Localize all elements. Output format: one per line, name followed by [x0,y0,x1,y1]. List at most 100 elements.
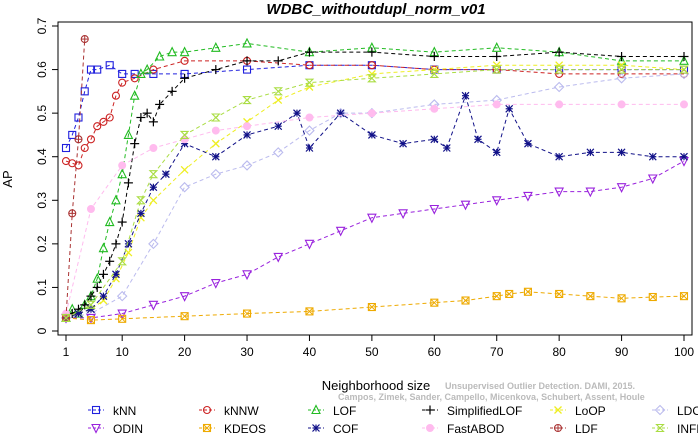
legend-marker [91,405,101,415]
point-inflo [61,313,71,322]
point-cof [124,239,133,248]
point-simplifiedlof [273,56,283,66]
legend-label: SimplifiedLOF [447,404,522,418]
legend-marker [655,423,665,433]
point-knnw [367,61,376,70]
point-inflo [679,65,689,74]
point-kdeos [180,312,189,321]
point-cof [492,148,501,157]
point-kdeos [430,298,439,307]
plot-frame [57,21,693,336]
point-lof [491,42,502,52]
legend-label: INFLO [677,422,698,434]
y-tick-label: 0.3 [35,192,49,209]
point-inflo [136,196,146,205]
point-lof [98,242,109,253]
x-tick-label: 60 [428,345,442,359]
point-cof [274,122,283,131]
series-kdeos [61,287,689,325]
point-knn [242,65,252,74]
legend-label: LDF [575,422,598,434]
point-odin [616,183,627,193]
legend-label: COF [333,422,358,434]
series-layer [60,35,690,325]
point-inflo [210,113,221,122]
point-knnw [130,74,139,83]
point-fastabod [555,100,564,109]
legend-marker [311,404,321,415]
point-cof [211,152,220,161]
point-simplifiedlof [242,56,252,66]
point-simplifiedlof [211,65,221,75]
x-tick-label: 70 [490,345,504,359]
point-fastabod [680,100,688,109]
legend-label: LDOF [677,404,698,418]
point-cof [617,148,626,157]
point-odin [179,292,190,302]
point-knnw [118,78,127,87]
point-cof [399,139,408,148]
point-simplifiedlof [554,47,564,57]
point-knnw [99,117,108,126]
point-odin [554,187,565,198]
point-ldof [335,107,346,119]
point-lof [679,55,689,65]
legend-item-fastabod: FastABOD [422,422,505,434]
series-cof [62,91,688,322]
series-line-ldf [65,39,86,318]
point-lof [117,168,128,179]
point-cof [243,131,251,139]
point-kdeos [242,309,252,318]
point-lof [242,37,252,48]
point-lof [92,272,103,283]
series-line-odin [66,160,685,319]
point-cof [305,144,314,152]
point-cof [149,183,158,192]
point-simplifiedlof [167,86,177,96]
point-odin [242,270,252,281]
point-cof [367,131,376,139]
point-odin [117,309,128,320]
point-inflo [554,65,564,74]
legend-item-loop: LoOP [550,404,606,418]
legend-item-inflo: INFLO [652,422,698,434]
point-odin [585,187,596,198]
point-simplifiedlof [155,99,165,109]
x-tick-label: 100 [674,345,694,359]
point-simplifiedlof [111,239,121,249]
point-ldof [179,181,190,193]
point-simplifiedlof [304,47,314,57]
point-kdeos [492,292,501,301]
point-odin [523,191,533,202]
legend-item-kdeos: KDEOS [199,422,266,434]
point-odin [304,239,315,250]
series-fastabod [62,100,688,318]
series-line-cof [65,94,684,319]
point-kdeos [617,294,626,303]
point-knnw [105,113,114,122]
point-inflo [304,78,315,87]
point-knn [74,113,83,122]
x-tick-label: 10 [116,345,130,359]
point-kdeos [648,292,657,302]
legend-marker [202,405,212,415]
point-kdeos [555,289,564,299]
point-lof [111,194,121,205]
legend-marker [553,423,563,433]
legend-marker [312,424,320,432]
axes-layer: 0 0.1 0.2 0.3 0.4 0.5 0.6 0.7 1 10 20 30 40 50 60 70 80 9… [35,17,694,359]
point-fastabod [367,109,376,118]
series-ldof [60,68,690,324]
point-lof [154,50,165,61]
x-tick-label: 40 [303,345,317,359]
point-simplifiedlof [105,256,115,266]
y-axis-label: AP [0,170,15,187]
point-inflo [429,69,440,78]
point-fastabod [243,122,252,131]
y-tick-label: 0.7 [35,17,49,34]
legend-marker [426,424,434,432]
point-cof [474,135,482,144]
point-cof [680,152,688,161]
point-knn [105,61,114,70]
point-simplifiedlof [130,139,140,149]
